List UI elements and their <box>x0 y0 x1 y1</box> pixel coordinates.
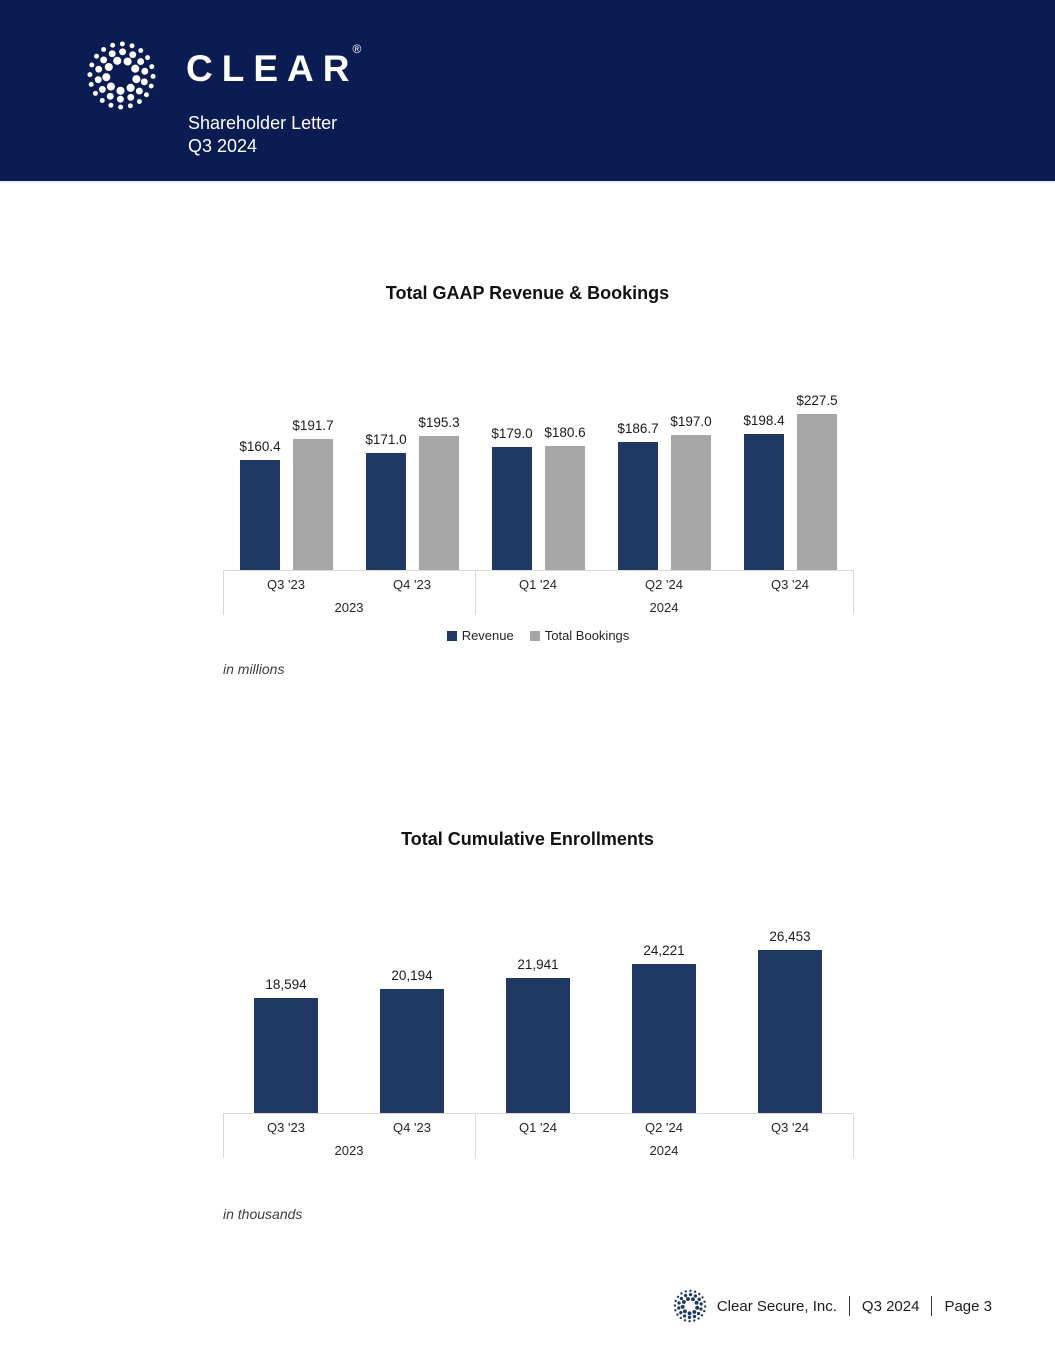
chart2-title: Total Cumulative Enrollments <box>401 829 654 849</box>
bar-value-label: 26,453 <box>769 929 811 944</box>
bar-value-label: 24,221 <box>643 943 685 958</box>
header-subtitle: Shareholder Letter Q3 2024 <box>188 112 337 158</box>
chart2-unit-note: in thousands <box>223 1206 303 1222</box>
enrollments-bar <box>380 989 444 1113</box>
axis-year-label: 2024 <box>649 600 679 615</box>
footer: Clear Secure, Inc. Q3 2024 Page 3 <box>672 1288 992 1324</box>
chart1-title: Total GAAP Revenue & Bookings <box>385 283 670 303</box>
bar-value-label: $186.7 <box>617 421 659 436</box>
axis-quarter-label: Q4 '23 <box>393 577 431 592</box>
brand-wordmark: CLEAR® <box>186 42 367 90</box>
axis-tick-line <box>853 1113 854 1158</box>
subtitle-line2: Q3 2024 <box>188 136 258 156</box>
legend-label: Revenue <box>461 628 514 643</box>
bar-value-label: $195.3 <box>418 415 460 430</box>
enrollments-bar <box>254 998 318 1113</box>
bar-value-label: $180.6 <box>544 425 586 440</box>
revenue-bar <box>366 453 406 570</box>
footer-company: Clear Secure, Inc. <box>716 1297 837 1315</box>
chart1-unit-note: in millions <box>223 661 285 677</box>
chart-legend: Revenue Total Bookings <box>223 628 853 643</box>
total-bookings-bar <box>545 446 585 570</box>
axis-tick-line <box>223 1113 224 1158</box>
bar-value-label: $171.0 <box>365 432 407 447</box>
axis-tick-line <box>223 570 224 615</box>
axis-tick-line <box>475 570 476 615</box>
revenue-bar <box>618 442 658 570</box>
axis-year-label: 2023 <box>334 1143 364 1158</box>
legend-item: Revenue <box>446 628 514 643</box>
revenue-bar <box>744 434 784 570</box>
footer-period: Q3 2024 <box>861 1297 920 1315</box>
enrollments-bar <box>632 964 696 1113</box>
axis-quarter-label: Q1 '24 <box>519 577 557 592</box>
bar-value-label: $160.4 <box>239 439 281 454</box>
axis-quarter-label: Q3 '24 <box>771 1120 809 1135</box>
revenue-bar <box>492 447 532 570</box>
axis-tick-line <box>853 570 854 615</box>
legend-swatch <box>446 630 457 641</box>
axis-quarter-label: Q2 '24 <box>645 577 683 592</box>
bar-value-label: 21,941 <box>517 957 559 972</box>
bar-value-label: $197.0 <box>670 414 712 429</box>
bar-value-label: $179.0 <box>491 426 533 441</box>
legend-label: Total Bookings <box>544 628 630 643</box>
total-bookings-bar <box>419 436 459 570</box>
total-bookings-bar <box>671 435 711 570</box>
axis-year-label: 2024 <box>649 1143 679 1158</box>
bar-value-label: 18,594 <box>265 977 307 992</box>
axis-tick-line <box>475 1113 476 1158</box>
axis-baseline <box>223 570 854 571</box>
axis-baseline <box>223 1113 854 1114</box>
axis-quarter-label: Q3 '23 <box>267 1120 305 1135</box>
axis-year-label: 2023 <box>334 600 364 615</box>
bar-value-label: $227.5 <box>796 393 838 408</box>
footer-divider <box>848 1296 850 1316</box>
footer-dotted-logo-icon <box>673 1289 707 1323</box>
footer-page-number: Page 3 <box>944 1297 992 1315</box>
revenue-bar <box>240 460 280 570</box>
enrollments-bar <box>506 978 570 1113</box>
axis-quarter-label: Q1 '24 <box>519 1120 557 1135</box>
header-band: CLEAR® Shareholder Letter Q3 2024 <box>0 0 1055 183</box>
axis-quarter-label: Q2 '24 <box>645 1120 683 1135</box>
axis-quarter-label: Q3 '24 <box>771 577 809 592</box>
legend-swatch <box>529 630 540 641</box>
legend-item: Total Bookings <box>529 628 630 643</box>
brand-text: CLEAR <box>186 48 359 89</box>
total-bookings-bar <box>797 414 837 570</box>
total-bookings-bar <box>293 439 333 570</box>
axis-quarter-label: Q3 '23 <box>267 577 305 592</box>
subtitle-line1: Shareholder Letter <box>188 113 338 133</box>
registered-mark: ® <box>352 41 362 56</box>
bar-value-label: $191.7 <box>292 418 334 433</box>
bar-value-label: 20,194 <box>391 968 433 983</box>
enrollments-bar <box>758 950 822 1113</box>
bar-value-label: $198.4 <box>743 413 785 428</box>
axis-quarter-label: Q4 '23 <box>393 1120 431 1135</box>
footer-divider <box>931 1296 933 1316</box>
clear-dotted-logo-icon <box>87 41 156 110</box>
